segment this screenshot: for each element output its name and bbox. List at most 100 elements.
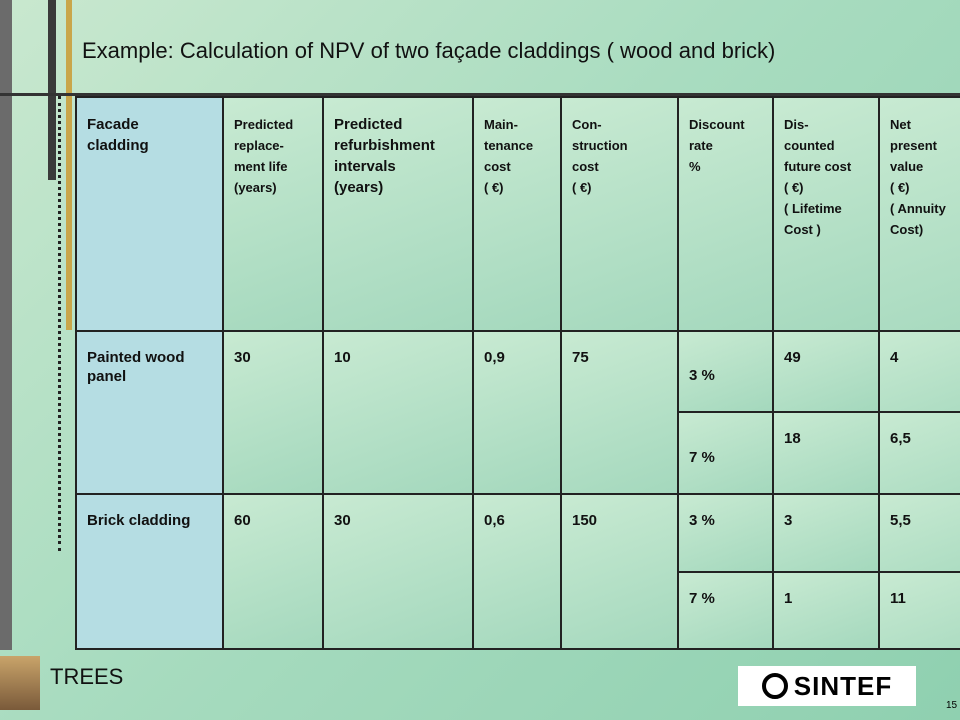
footer-left: TREES <box>50 664 123 690</box>
header-line: refurbishment <box>334 135 462 156</box>
header-line: counted <box>784 135 868 156</box>
header-line: Facade <box>87 114 212 135</box>
header-line: replace- <box>234 135 312 156</box>
header-line: value <box>890 156 960 177</box>
header-line: Discount <box>689 114 762 135</box>
row-label: Painted wood panel <box>76 331 223 494</box>
table-row: Painted wood panel 30 10 0,9 75 3 % 49 4 <box>76 331 960 412</box>
cell-text: 1 <box>784 589 868 608</box>
cell-text: 30 <box>234 348 312 367</box>
slide-title: Example: Calculation of NPV of two façad… <box>82 38 775 64</box>
header-line: Net <box>890 114 960 135</box>
header-line: present <box>890 135 960 156</box>
header-line: ( €) <box>890 177 960 198</box>
cell-text: 3 <box>784 511 868 530</box>
header-line: cost <box>484 156 550 177</box>
row-label: Brick cladding <box>76 494 223 649</box>
cell: 30 <box>323 494 473 649</box>
header-line: ( €) <box>484 177 550 198</box>
cell: 3 <box>773 494 879 572</box>
cell: 0,6 <box>473 494 561 649</box>
cell: 60 <box>223 494 323 649</box>
cell-text: 11 <box>890 589 960 608</box>
decor-bar <box>48 0 56 180</box>
header-line: Cost ) <box>784 219 868 240</box>
header-line: future cost <box>784 156 868 177</box>
cell-text: 0,6 <box>484 511 550 530</box>
header-line: rate <box>689 135 762 156</box>
header-line: Dis- <box>784 114 868 135</box>
footer-right: SINTEF <box>794 671 892 702</box>
cell-text: 6,5 <box>890 429 960 448</box>
slide: Example: Calculation of NPV of two façad… <box>0 0 960 720</box>
dotted-line <box>58 96 65 551</box>
page-number: 15 <box>946 700 957 711</box>
cell: 75 <box>561 331 678 494</box>
header-line: ( Annuity <box>890 198 960 219</box>
cell: 18 <box>773 412 879 494</box>
cell-text: 60 <box>234 511 312 530</box>
cell: 3 % <box>678 494 773 572</box>
header-line: ment life <box>234 156 312 177</box>
cell: 3 % <box>678 331 773 412</box>
header-row: FacadecladdingPredictedreplace-ment life… <box>76 97 960 331</box>
header-line: cladding <box>87 135 212 156</box>
cell-text: 3 % <box>689 511 762 530</box>
cell: 150 <box>561 494 678 649</box>
cell-text: 150 <box>572 511 667 530</box>
cell: 1 <box>773 572 879 649</box>
cell-text: 75 <box>572 348 667 367</box>
header-line: Predicted <box>234 114 312 135</box>
cell-text: 18 <box>784 429 868 448</box>
cell-text: 30 <box>334 511 462 530</box>
cell: 0,9 <box>473 331 561 494</box>
decor-bar <box>0 0 12 650</box>
header-line: (years) <box>334 177 462 198</box>
cell-text: 5,5 <box>890 511 960 530</box>
cell-text: 7 % <box>689 589 762 608</box>
header-line: % <box>689 156 762 177</box>
header-line: Predicted <box>334 114 462 135</box>
cell-text: 0,9 <box>484 348 550 367</box>
cell-text: Brick cladding <box>87 511 212 530</box>
header-line: struction <box>572 135 667 156</box>
sintef-logo: SINTEF <box>738 666 916 706</box>
cell: 49 <box>773 331 879 412</box>
header-line: ( Lifetime <box>784 198 868 219</box>
cell: 7 % <box>678 572 773 649</box>
header-line: (years) <box>234 177 312 198</box>
cell: 6,5 <box>879 412 960 494</box>
table-row: Brick cladding 60 30 0,6 150 3 % 3 5,5 <box>76 494 960 572</box>
header-line: ( €) <box>784 177 868 198</box>
header-line: Con- <box>572 114 667 135</box>
cell: 4 <box>879 331 960 412</box>
header-line: ( €) <box>572 177 667 198</box>
cell-text: 3 % <box>689 366 762 385</box>
cell-text: 4 <box>890 348 960 367</box>
cell: 7 % <box>678 412 773 494</box>
cell: 10 <box>323 331 473 494</box>
decor-bar <box>66 0 72 330</box>
cell-text: 7 % <box>689 448 762 467</box>
header-line: intervals <box>334 156 462 177</box>
cell: 30 <box>223 331 323 494</box>
cell-text: 49 <box>784 348 868 367</box>
cell: 5,5 <box>879 494 960 572</box>
cell: 11 <box>879 572 960 649</box>
header-line: cost <box>572 156 667 177</box>
cell-text: 10 <box>334 348 462 367</box>
trees-logo <box>0 656 40 710</box>
cell-text: Painted wood panel <box>87 348 212 386</box>
header-line: tenance <box>484 135 550 156</box>
header-line: Main- <box>484 114 550 135</box>
